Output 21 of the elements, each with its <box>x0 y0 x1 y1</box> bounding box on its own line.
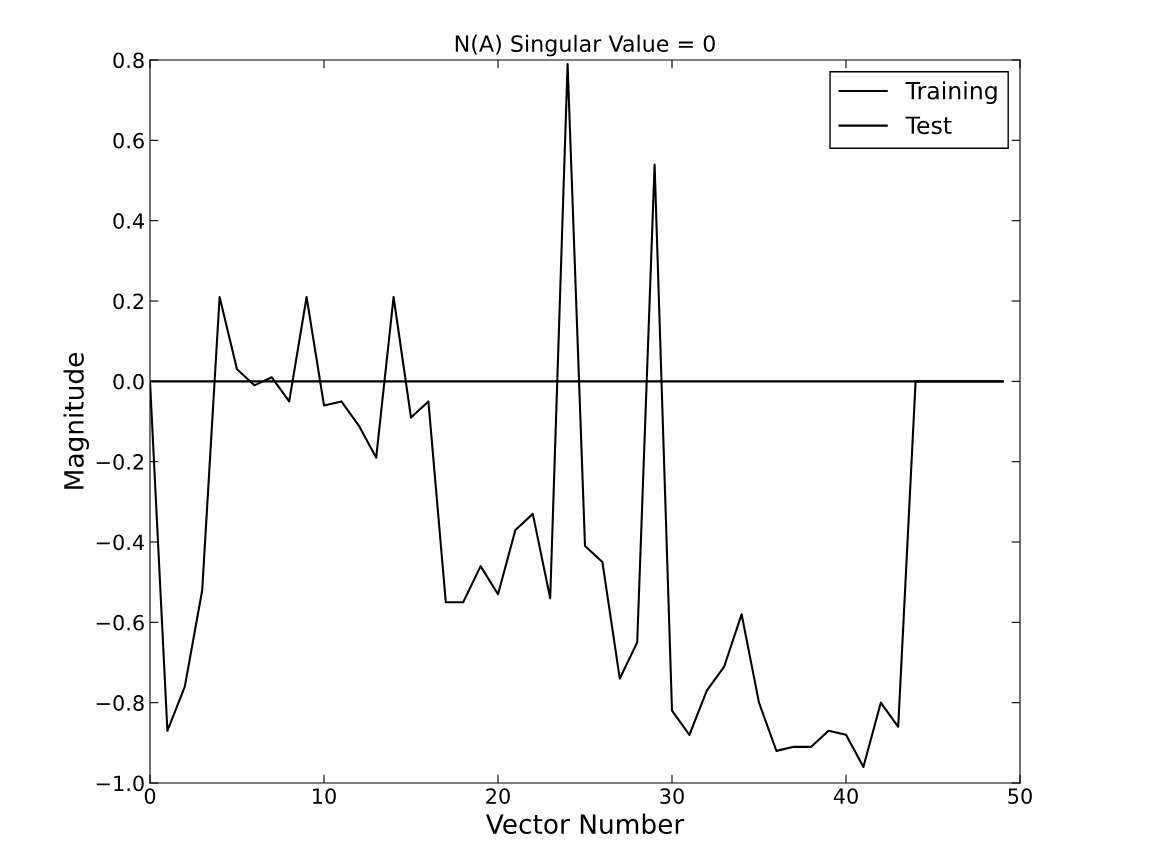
y-tick-label: 0.8 <box>113 52 144 69</box>
x-tick-label: 40 <box>833 788 858 804</box>
x-tick-label: 50 <box>1008 788 1032 804</box>
y-tick-label: −0.8 <box>96 695 144 711</box>
x-tick-label: 20 <box>486 788 510 804</box>
x-tick-label: 30 <box>660 788 684 804</box>
x-axis-title: Vector Number <box>485 813 685 835</box>
y-tick-label: −0.4 <box>96 534 144 551</box>
y-tick-label: 0.6 <box>113 132 144 149</box>
y-tick-label: −0.6 <box>96 614 144 631</box>
chart-title: N(A) Singular Value = 0 <box>455 34 715 57</box>
x-tick-label: 0 <box>144 788 156 804</box>
y-tick-label: 0.0 <box>113 373 144 390</box>
y-tick-label: −0.2 <box>96 454 144 470</box>
legend-label: Training <box>905 81 997 105</box>
y-axis-title: Magnitude <box>63 353 89 489</box>
x-tick-label: 10 <box>313 788 336 804</box>
y-tick-label: −1.0 <box>96 775 144 792</box>
y-tick-label: 0.4 <box>113 213 144 229</box>
y-tick-label: 0.2 <box>113 293 144 310</box>
legend-label: Test <box>905 116 952 135</box>
